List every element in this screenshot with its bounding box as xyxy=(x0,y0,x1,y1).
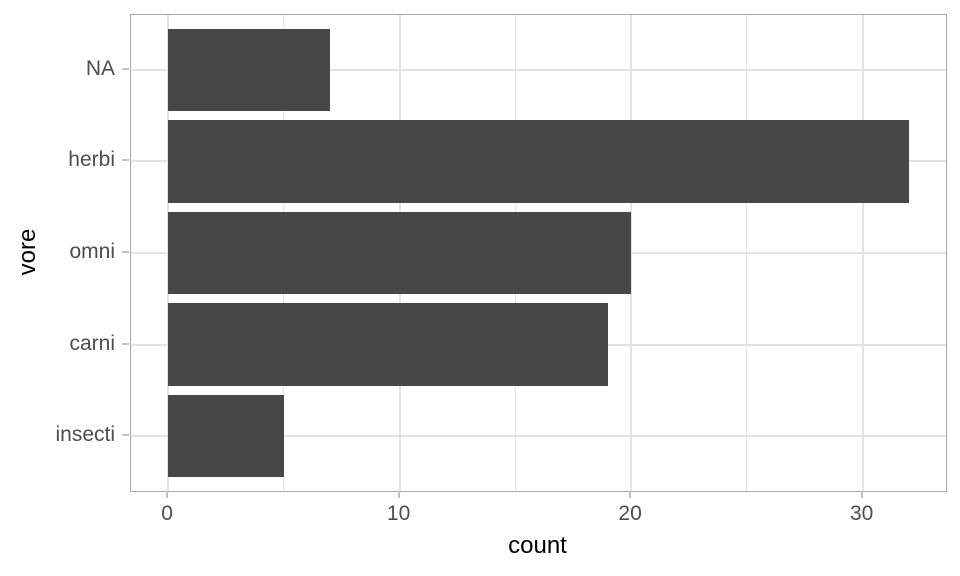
y-tick-mark-omni xyxy=(122,251,129,253)
x-tick-mark-20 xyxy=(629,491,632,498)
y-tick-mark-insecti xyxy=(122,434,129,437)
bar-carni xyxy=(168,303,608,386)
y-tick-mark-herbi xyxy=(122,159,129,162)
plot-panel xyxy=(130,14,947,492)
bar-NA xyxy=(168,28,331,112)
y-tick-label-NA: NA xyxy=(85,56,115,80)
major-gridline-y-NA xyxy=(131,68,946,71)
bar-insecti xyxy=(168,394,284,478)
x-tick-mark-10 xyxy=(397,491,400,498)
y-tick-mark-carni xyxy=(122,342,129,345)
y-tick-label-herbi: herbi xyxy=(68,148,115,172)
x-tick-label-10: 10 xyxy=(386,502,411,525)
x-tick-label-30: 30 xyxy=(849,502,874,525)
x-tick-mark-0 xyxy=(166,491,169,498)
major-gridline-y-insecti xyxy=(131,435,946,438)
bar-omni xyxy=(168,211,632,295)
y-tick-label-omni: omni xyxy=(69,240,115,263)
x-axis-title: count xyxy=(508,532,567,559)
x-tick-label-20: 20 xyxy=(618,502,642,525)
x-tick-mark-30 xyxy=(860,491,863,498)
bar-herbi xyxy=(168,120,909,203)
y-tick-mark-NA xyxy=(122,67,129,70)
x-tick-label-0: 0 xyxy=(161,502,173,525)
y-tick-label-insecti: insecti xyxy=(55,423,115,447)
y-tick-label-carni: carni xyxy=(69,331,115,355)
y-axis-title: vore xyxy=(14,228,41,276)
